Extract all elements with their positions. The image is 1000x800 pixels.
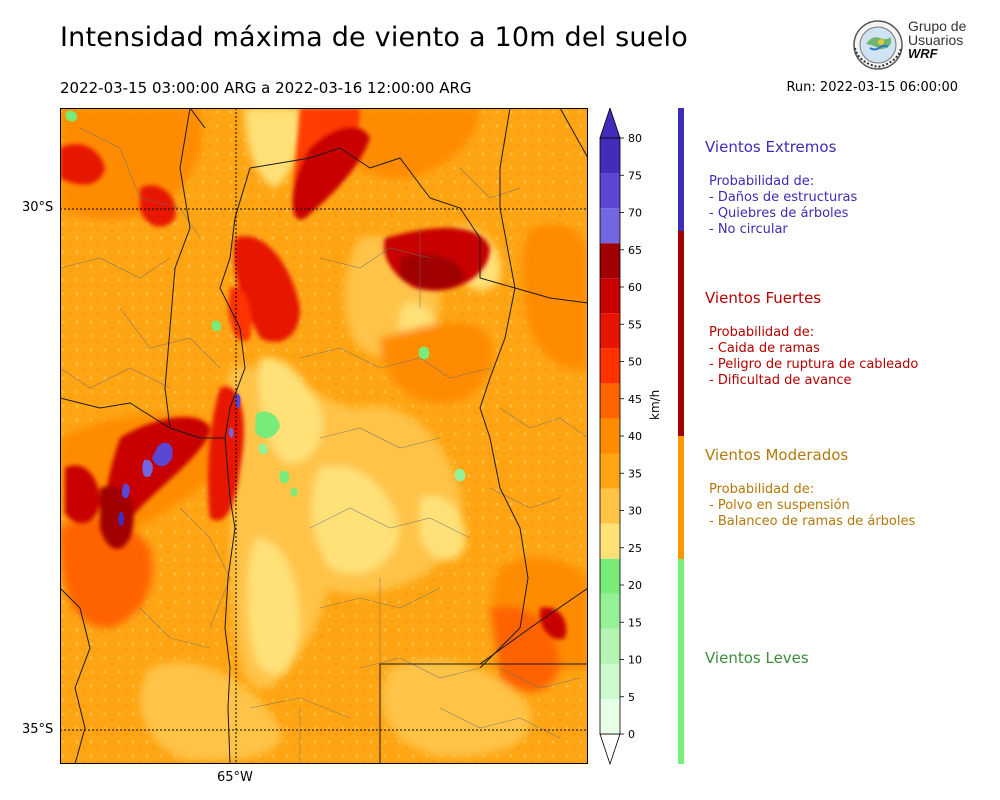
colorbar-swatch-10 [600,628,620,664]
category-vientos-extremos: Vientos Extremos Probabilidad de: - Daño… [705,138,857,238]
logo-line-3: WRF [908,46,938,61]
category-bars [678,108,684,764]
category-bar-extremos [678,108,684,231]
colorbar-swatch-80 [600,138,620,174]
colorbar-tick-label: 60 [628,281,642,294]
colorbar-swatch-65 [600,243,620,279]
colorbar-tick-label: 70 [628,207,642,220]
colorbar-swatch-15 [600,593,620,629]
colorbar-swatch-45 [600,383,620,419]
colorbar-tick-label: 45 [628,393,642,406]
colorbar-unit: km/h [648,389,662,420]
globe-seal-icon [853,20,903,70]
category-vientos-fuertes: Vientos Fuertes Probabilidad de: - Caida… [705,289,918,389]
colorbar-swatch-60 [600,278,620,314]
category-bar-leves [678,559,684,764]
logo-line-1: Grupo de [908,18,967,34]
lon-label-65w: 65°W [217,770,253,785]
logo-text: Grupo de Usuarios WRF [908,19,966,61]
lat-label-30s: 30°S [22,200,54,215]
category-description: Probabilidad de: - Polvo en suspensión -… [709,482,916,529]
wind-field-svg [60,108,588,764]
colorbar-swatch-75 [600,173,620,209]
category-vientos-moderados: Vientos Moderados Probabilidad de: - Pol… [705,446,915,530]
colorbar-tick-label: 15 [628,616,642,629]
colorbar-tick-label: 80 [628,132,642,145]
colorbar-swatch-70 [600,208,620,244]
colorbar-tick-label: 5 [628,691,635,704]
category-title: Vientos Leves [705,649,809,667]
category-vientos-leves: Vientos Leves [705,649,809,667]
colorbar-tick-label: 50 [628,356,642,369]
colorbar-swatch-20 [600,558,620,594]
grupo-usuarios-wrf-logo: Grupo de Usuarios WRF [850,18,970,72]
colorbar-tick-label: 55 [628,318,642,331]
category-description: Probabilidad de: - Caida de ramas - Peli… [709,325,919,388]
category-description: Probabilidad de: - Daños de estructuras … [709,174,858,237]
category-title: Vientos Extremos [705,138,837,156]
wind-map [60,108,588,764]
colorbar-svg: 0 5 10 15 20 25 30 35 40 45 50 55 60 65 70 75 80 [599,106,642,766]
colorbar-tick-label: 10 [628,654,642,667]
colorbar-swatch-35 [600,453,620,489]
colorbar: 0 5 10 15 20 25 30 35 40 45 50 55 60 65 70 75 80 [598,106,648,768]
colorbar-swatch-5 [600,663,620,699]
colorbar-tick-label: 25 [628,542,642,555]
colorbar-swatch-0 [600,698,620,734]
colorbar-tick-label: 65 [628,244,642,257]
colorbar-swatch-55 [600,313,620,349]
logo-line-2: Usuarios [908,32,964,48]
colorbar-swatch-25 [600,523,620,559]
colorbar-tick-label: 40 [628,430,642,443]
colorbar-swatch-50 [600,348,620,384]
category-bar-fuertes [678,231,684,436]
category-bar-moderados [678,436,684,559]
colorbar-tick-label: 35 [628,467,642,480]
colorbar-extend-high [599,106,621,139]
colorbar-tick-label: 30 [628,505,642,518]
colorbar-tick-label: 0 [628,728,635,741]
colorbar-extend-low [599,733,621,766]
colorbar-swatch-40 [600,418,620,454]
category-title: Vientos Fuertes [705,289,822,307]
category-title: Vientos Moderados [705,446,849,464]
colorbar-tick-label: 75 [628,169,642,182]
colorbar-tick-label: 20 [628,579,642,592]
run-time: Run: 2022-03-15 06:00:00 [786,80,958,95]
lat-label-35s: 35°S [22,722,54,737]
map-title: Intensidad máxima de viento a 10m del su… [60,22,688,53]
colorbar-swatch-30 [600,488,620,524]
forecast-period: 2022-03-15 03:00:00 ARG a 2022-03-16 12:… [60,79,472,97]
